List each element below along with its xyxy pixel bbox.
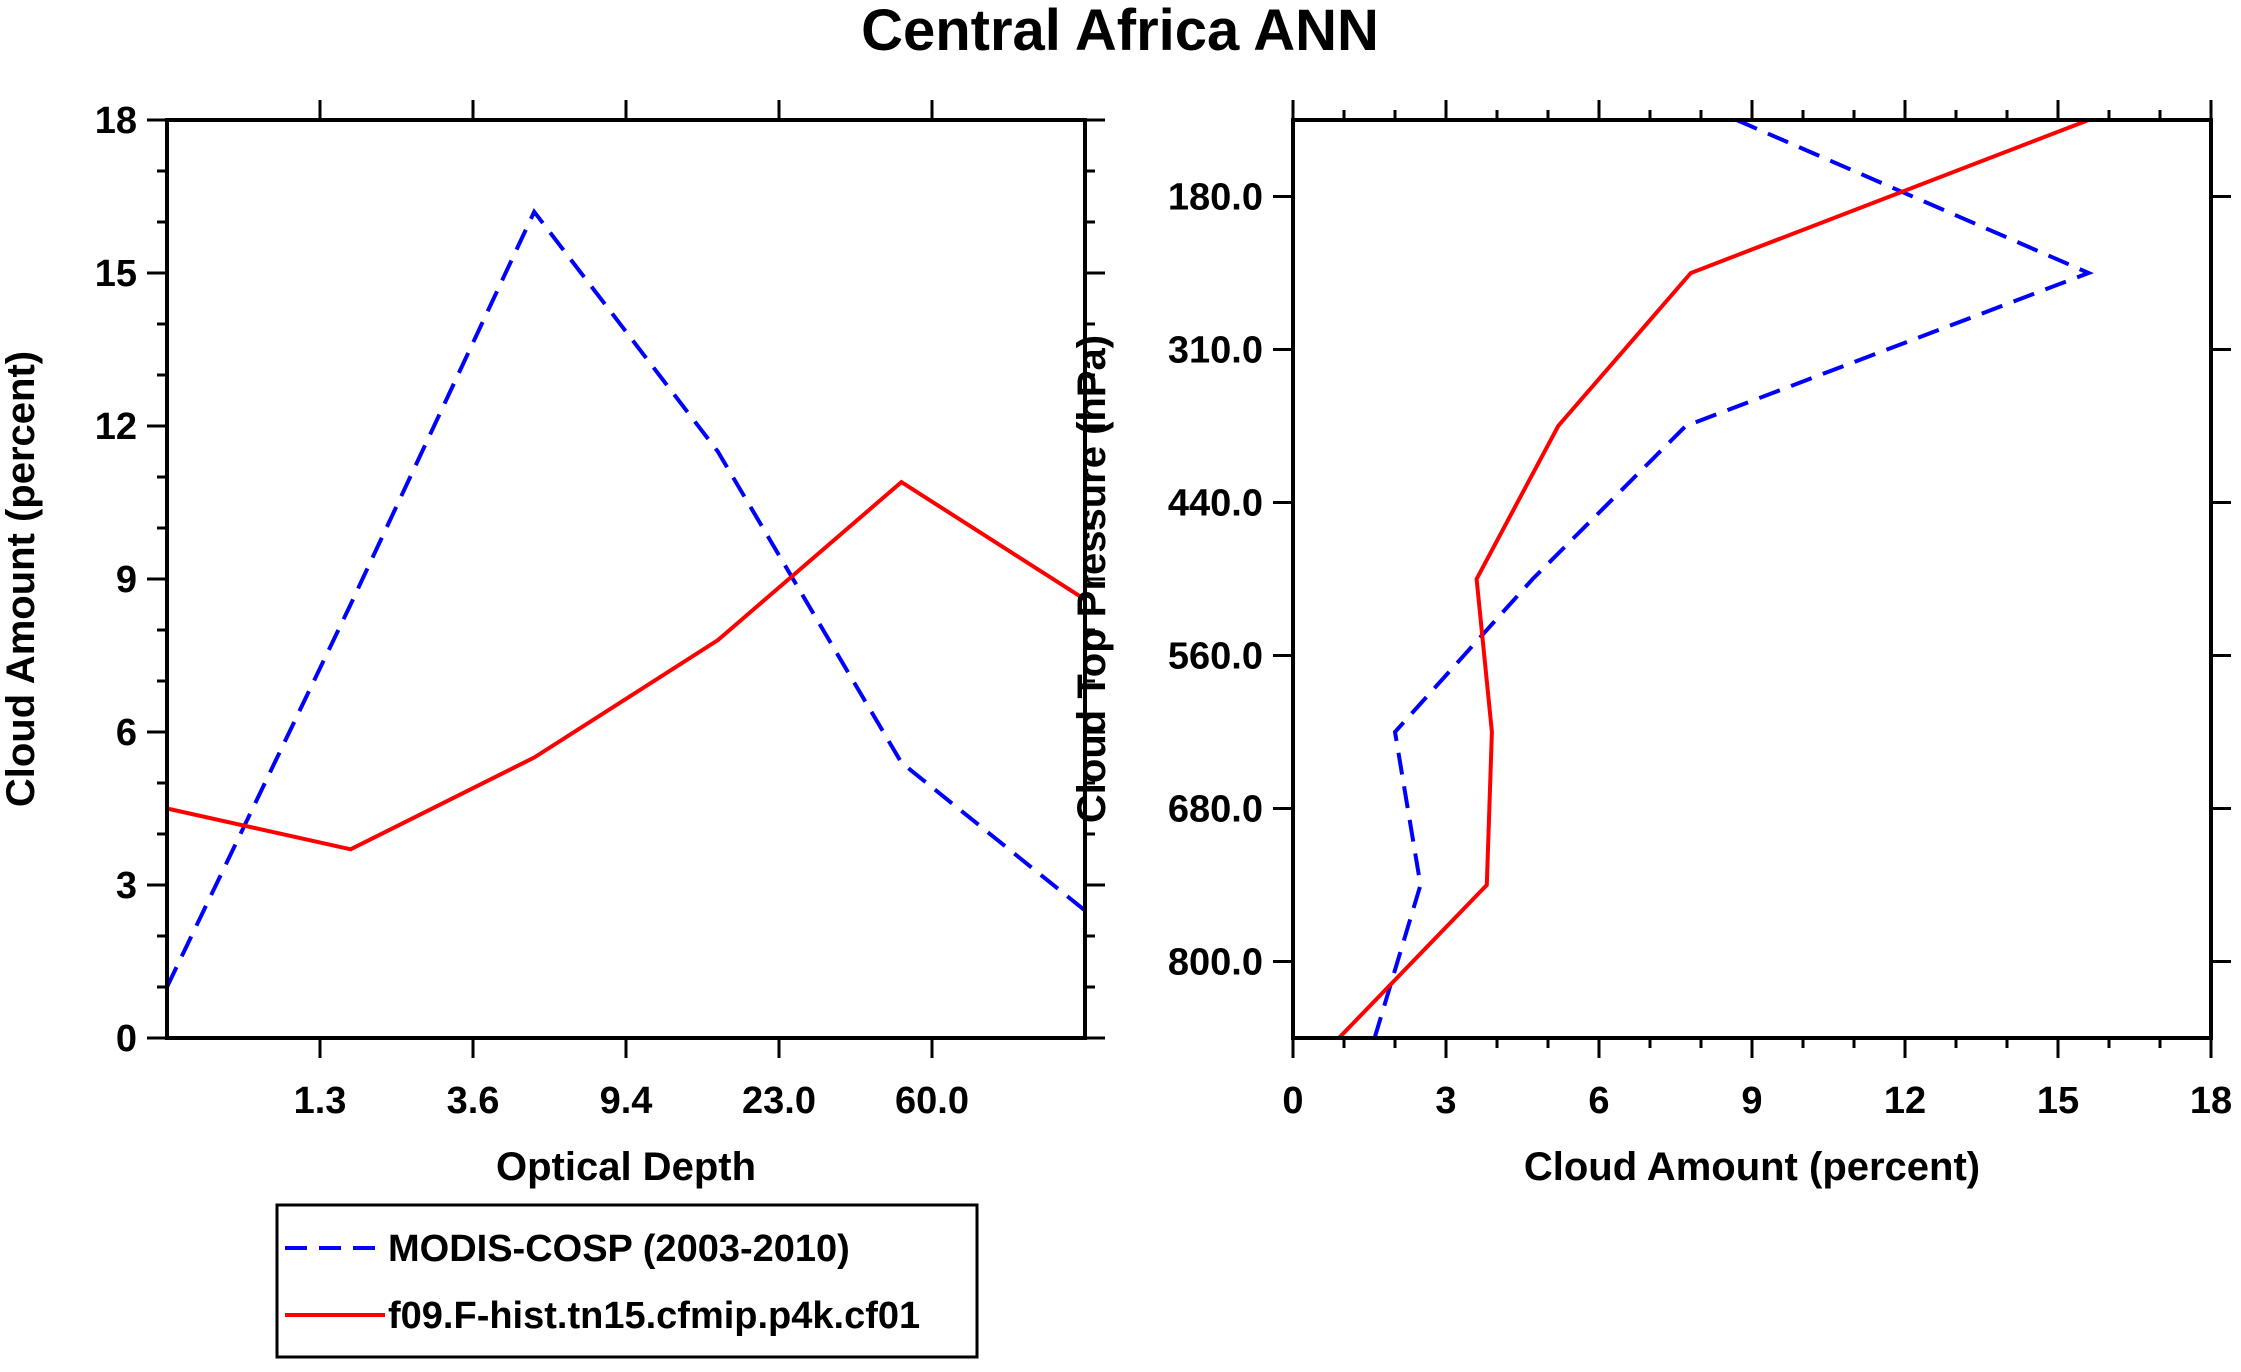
right-x-tick-label: 12 xyxy=(1884,1080,1926,1122)
right-y-tick-label: 560.0 xyxy=(1168,636,1263,678)
left-series-lines xyxy=(165,207,1087,988)
left-y-tick-label: 0 xyxy=(116,1018,137,1060)
legend-label-obs: MODIS-COSP (2003-2010) xyxy=(388,1228,850,1270)
right-series-lines xyxy=(1337,118,2094,1040)
left-x-tick-label: 60.0 xyxy=(895,1080,969,1122)
right-x-tick-label: 6 xyxy=(1588,1080,1609,1122)
legend: MODIS-COSP (2003-2010) f09.F-hist.tn15.c… xyxy=(275,1203,979,1359)
left-y-tick-label: 18 xyxy=(95,100,137,142)
right-x-tick-label: 9 xyxy=(1741,1080,1762,1122)
right-y-tick-label: 310.0 xyxy=(1168,330,1263,372)
left-x-tick-label: 9.4 xyxy=(600,1080,653,1122)
left-x-axis-label: Optical Depth xyxy=(496,1145,756,1189)
left-plot-frame xyxy=(165,118,1087,1040)
left-series-obs xyxy=(165,207,1087,988)
right-plot-frame xyxy=(1291,118,2213,1040)
left-axis-ticks: 0 3 6 9 12 15 18 1.3 3.6 9.4 23.0 60.0 xyxy=(95,100,1105,1122)
right-x-tick-label: 0 xyxy=(1282,1080,1303,1122)
left-y-tick-label: 6 xyxy=(116,712,137,754)
right-series-model xyxy=(1337,118,2090,1040)
right-x-tick-label: 18 xyxy=(2190,1080,2232,1122)
right-y-axis-label: Cloud Top Pressure (hPa) xyxy=(1070,335,1114,823)
left-y-tick-label: 3 xyxy=(116,865,137,907)
legend-box xyxy=(275,1203,979,1359)
right-x-axis-label: Cloud Amount (percent) xyxy=(1524,1145,1980,1189)
left-y-axis-label: Cloud Amount (percent) xyxy=(0,351,43,807)
pressure-panel: 0 3 6 9 12 15 18 180.0 310.0 440.0 560.0 680.0 800.0… xyxy=(1070,100,2232,1189)
left-y-tick-label: 15 xyxy=(95,253,137,295)
right-x-tick-label: 3 xyxy=(1435,1080,1456,1122)
chart-title: Central Africa ANN xyxy=(861,0,1379,63)
optical-depth-panel: 0 3 6 9 12 15 18 1.3 3.6 9.4 23.0 60.0 Optical Dept… xyxy=(0,100,1105,1189)
left-x-tick-label: 1.3 xyxy=(294,1080,347,1122)
right-series-obs xyxy=(1372,118,2094,1039)
legend-label-model: f09.F-hist.tn15.cfmip.p4k.cf01 xyxy=(388,1295,920,1337)
right-y-tick-label: 180.0 xyxy=(1168,177,1263,219)
left-x-tick-label: 3.6 xyxy=(447,1080,500,1122)
right-axis-ticks: 0 3 6 9 12 15 18 180.0 310.0 440.0 560.0 680.0 800.0 xyxy=(1168,100,2232,1122)
left-x-tick-label: 23.0 xyxy=(742,1080,816,1122)
right-y-tick-label: 680.0 xyxy=(1168,789,1263,831)
right-y-tick-label: 440.0 xyxy=(1168,483,1263,525)
right-x-tick-label: 15 xyxy=(2037,1080,2079,1122)
left-y-tick-label: 9 xyxy=(116,559,137,601)
left-y-tick-label: 12 xyxy=(95,406,137,448)
right-y-tick-label: 800.0 xyxy=(1168,942,1263,984)
left-series-model xyxy=(166,479,1087,852)
